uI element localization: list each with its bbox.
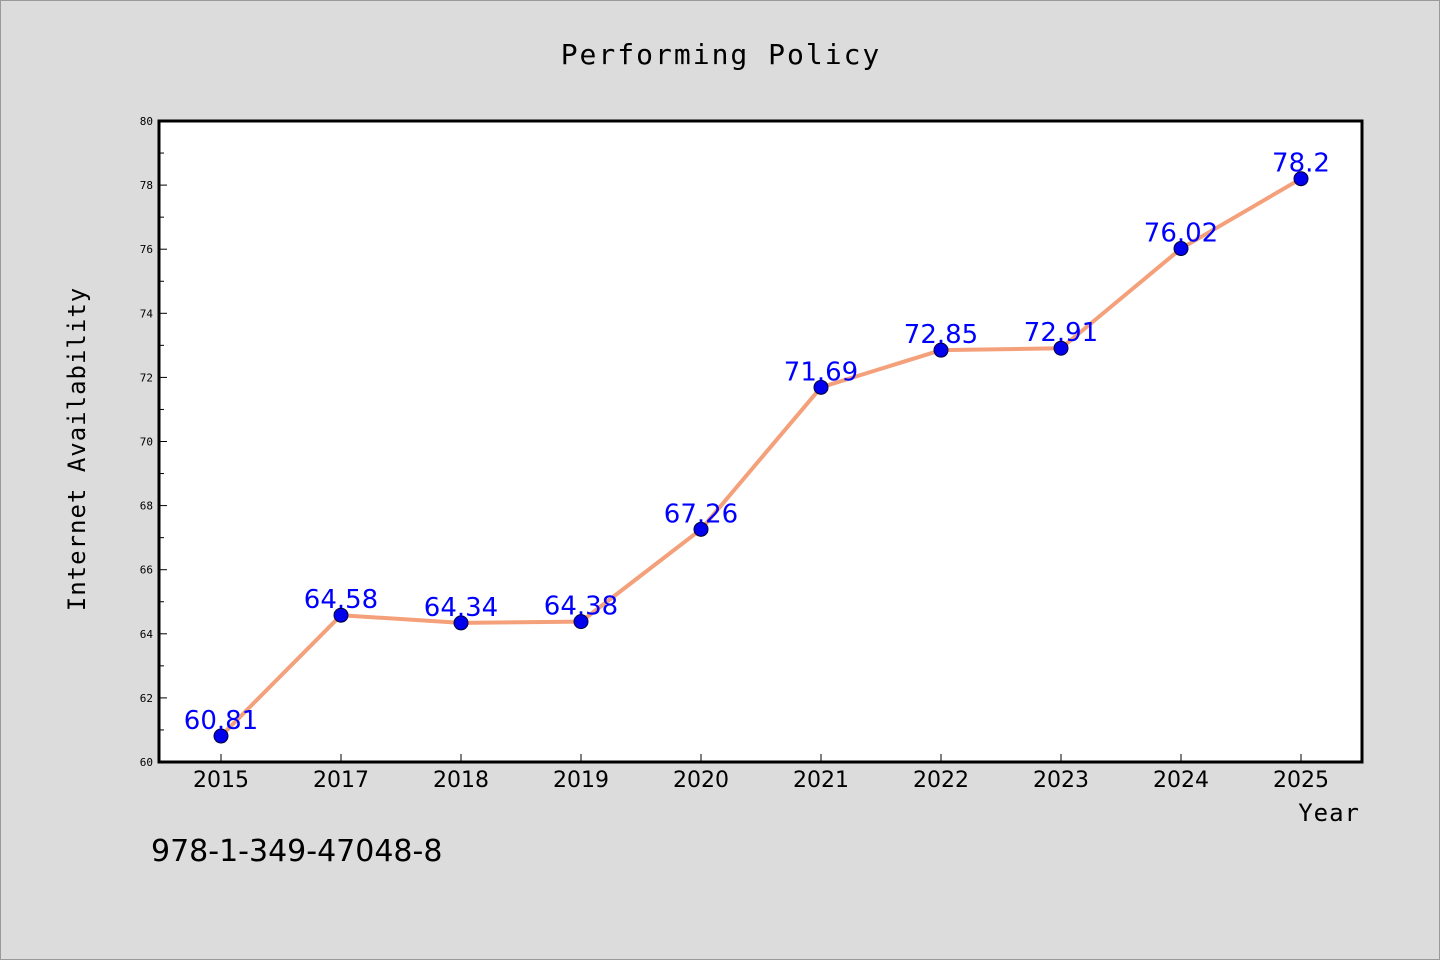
x-tick-label: 2023 xyxy=(1033,768,1089,793)
y-tick-label: 60 xyxy=(140,756,153,769)
chart-title: Performing Policy xyxy=(561,38,882,71)
y-axis-label: Internet Availability xyxy=(63,287,91,611)
data-label: 72.85 xyxy=(904,320,978,350)
y-tick-label: 66 xyxy=(140,564,153,577)
data-point xyxy=(453,615,469,631)
data-point xyxy=(813,379,829,395)
data-point xyxy=(333,607,349,623)
data-point xyxy=(1053,340,1069,356)
data-label: 67.26 xyxy=(664,499,738,529)
data-label: 76.02 xyxy=(1144,219,1218,249)
x-axis: 2015 2017 2018 2019 2020 2021 2022 2023 2024 2025 xyxy=(193,754,1329,793)
data-labels: 60.81 64.58 64.34 64.38 67.26 71.69 72.85 72.91… xyxy=(184,149,1330,736)
y-tick-label: 68 xyxy=(140,500,153,513)
series-line xyxy=(219,176,1303,739)
y-tick-label: 62 xyxy=(140,692,153,705)
data-point xyxy=(933,342,949,358)
data-label: 72.91 xyxy=(1024,318,1098,348)
x-tick-label: 2017 xyxy=(313,768,369,793)
data-label: 71.69 xyxy=(784,357,858,387)
data-point xyxy=(1173,241,1189,257)
plot-area xyxy=(157,119,1364,764)
y-tick-label: 72 xyxy=(140,371,153,384)
x-tick-label: 2022 xyxy=(913,768,969,793)
x-tick-label: 2021 xyxy=(793,768,849,793)
data-label: 60.81 xyxy=(184,706,258,736)
x-tick-label: 2019 xyxy=(553,768,609,793)
x-tick-label: 2025 xyxy=(1273,768,1329,793)
y-axis: 60 62 64 66 68 70 72 74 76 78 80 xyxy=(140,115,167,769)
data-point xyxy=(693,521,709,537)
x-tick-label: 2018 xyxy=(433,768,489,793)
series xyxy=(213,171,1309,744)
data-label: 64.58 xyxy=(304,585,378,615)
data-label: 64.38 xyxy=(544,592,618,622)
y-tick-label: 70 xyxy=(140,436,153,449)
data-point xyxy=(1293,171,1309,187)
x-tick-label: 2020 xyxy=(673,768,729,793)
y-tick-label: 64 xyxy=(140,628,154,641)
data-label: 64.34 xyxy=(424,593,498,623)
y-tick-label: 80 xyxy=(140,115,153,128)
y-tick-label: 74 xyxy=(140,307,154,320)
y-tick-label: 78 xyxy=(140,179,153,192)
data-label: 78.2 xyxy=(1272,149,1330,179)
data-point xyxy=(213,728,229,744)
x-tick-label: 2024 xyxy=(1153,768,1209,793)
x-tick-label: 2015 xyxy=(193,768,249,793)
isbn-text: 978-1-349-47048-8 xyxy=(151,834,443,869)
data-point xyxy=(573,614,589,630)
y-tick-label: 76 xyxy=(140,243,153,256)
x-axis-label: Year xyxy=(1298,799,1360,827)
